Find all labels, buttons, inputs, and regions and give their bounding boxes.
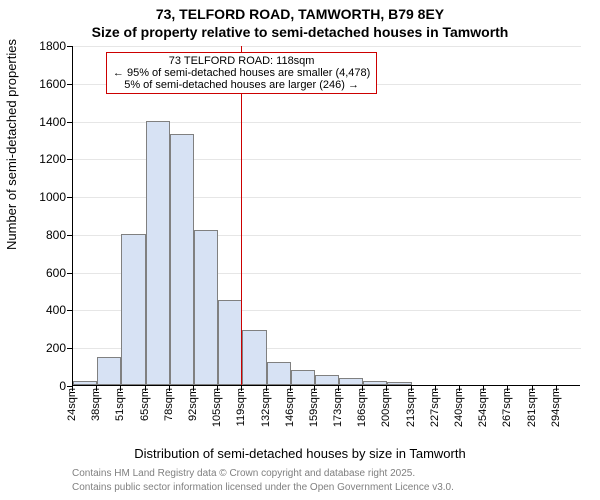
chart-title-line1: 73, TELFORD ROAD, TAMWORTH, B79 8EY: [0, 6, 600, 22]
y-tick-mark: [67, 159, 72, 160]
marker-line: [241, 46, 242, 385]
x-axis-label: Distribution of semi-detached houses by …: [0, 446, 600, 461]
y-axis-label: Number of semi-detached properties: [4, 39, 19, 250]
x-tick-label: 51sqm: [114, 388, 126, 421]
x-tick-label: 173sqm: [332, 388, 344, 427]
y-tick-label: 1600: [6, 77, 66, 91]
y-tick-label: 1200: [6, 152, 66, 166]
histogram-bar: [121, 234, 145, 385]
x-tick-label: 267sqm: [501, 388, 513, 427]
x-tick-label: 78sqm: [163, 388, 175, 421]
y-tick-label: 0: [6, 379, 66, 393]
annotation-box: 73 TELFORD ROAD: 118sqm ← 95% of semi-de…: [106, 52, 377, 94]
annotation-larger: 5% of semi-detached houses are larger (2…: [113, 79, 370, 91]
x-tick-label: 186sqm: [356, 388, 368, 427]
histogram-bar: [363, 381, 387, 385]
y-tick-label: 1400: [6, 115, 66, 129]
x-tick-label: 227sqm: [429, 388, 441, 427]
histogram-bar: [242, 330, 266, 385]
histogram-bar: [387, 382, 411, 385]
histogram-bar: [146, 121, 170, 385]
y-tick-label: 1000: [6, 190, 66, 204]
annotation-smaller: ← 95% of semi-detached houses are smalle…: [113, 67, 370, 79]
x-tick-label: 65sqm: [139, 388, 151, 421]
chart-container: 73, TELFORD ROAD, TAMWORTH, B79 8EY Size…: [0, 0, 600, 500]
y-tick-label: 800: [6, 228, 66, 242]
x-tick-label: 200sqm: [380, 388, 392, 427]
histogram-bar: [267, 362, 291, 385]
y-tick-mark: [67, 84, 72, 85]
x-tick-label: 92sqm: [187, 388, 199, 421]
x-tick-label: 132sqm: [260, 388, 272, 427]
x-tick-label: 146sqm: [284, 388, 296, 427]
histogram-bar: [73, 381, 97, 385]
x-tick-label: 105sqm: [211, 388, 223, 427]
x-tick-label: 254sqm: [477, 388, 489, 427]
y-tick-mark: [67, 235, 72, 236]
x-tick-label: 24sqm: [66, 388, 78, 421]
footer-line2: Contains public sector information licen…: [72, 482, 454, 493]
y-tick-mark: [67, 348, 72, 349]
histogram-bar: [97, 357, 121, 385]
chart-title-line2: Size of property relative to semi-detach…: [0, 24, 600, 40]
x-tick-label: 119sqm: [235, 388, 247, 426]
y-tick-mark: [67, 197, 72, 198]
histogram-bar: [315, 375, 339, 385]
y-tick-mark: [67, 273, 72, 274]
annotation-title: 73 TELFORD ROAD: 118sqm: [113, 55, 370, 67]
y-tick-mark: [67, 46, 72, 47]
histogram-bar: [218, 300, 242, 385]
plot-area: 73 TELFORD ROAD: 118sqm ← 95% of semi-de…: [72, 46, 580, 386]
x-tick-label: 294sqm: [550, 388, 562, 427]
footer-line1: Contains HM Land Registry data © Crown c…: [72, 468, 415, 479]
y-tick-mark: [67, 122, 72, 123]
y-tick-label: 400: [6, 303, 66, 317]
x-tick-label: 213sqm: [405, 388, 417, 427]
x-tick-label: 281sqm: [526, 388, 538, 427]
x-tick-label: 38sqm: [90, 388, 102, 421]
gridline: [73, 46, 581, 47]
histogram-bar: [170, 134, 194, 385]
histogram-bar: [291, 370, 315, 385]
x-tick-label: 240sqm: [453, 388, 465, 427]
y-tick-label: 600: [6, 266, 66, 280]
x-tick-label: 159sqm: [308, 388, 320, 427]
y-tick-label: 1800: [6, 39, 66, 53]
histogram-bar: [194, 230, 218, 385]
y-tick-mark: [67, 310, 72, 311]
y-tick-label: 200: [6, 341, 66, 355]
histogram-bar: [339, 378, 363, 385]
